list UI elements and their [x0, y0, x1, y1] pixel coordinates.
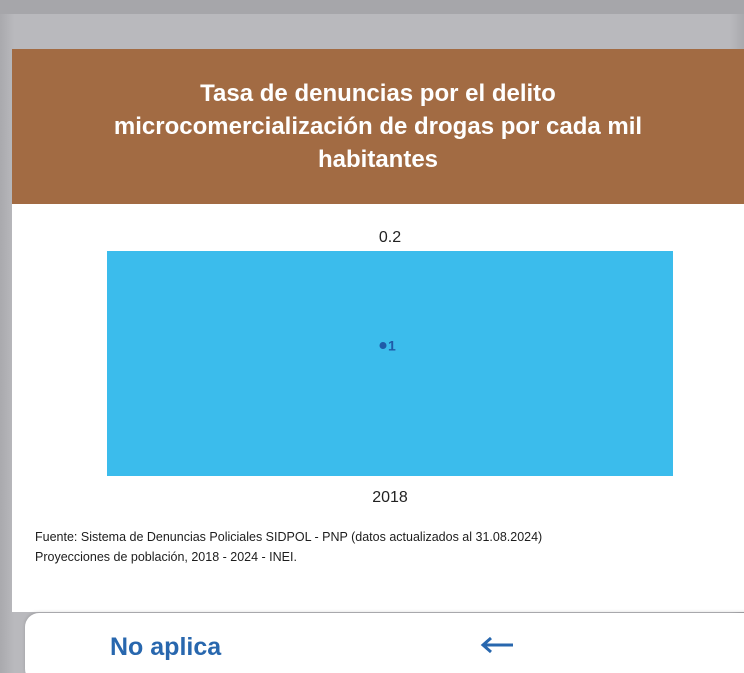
bar-chart-svg: 0.2 2018 1	[107, 229, 673, 506]
card-title: Tasa de denuncias por el delito microcom…	[114, 77, 642, 176]
card-title-line-2: microcomercialización de drogas por cada…	[113, 113, 643, 140]
source-line-1: Fuente: Sistema de Denuncias Policiales …	[35, 530, 543, 544]
bar-marker-label: 1	[388, 338, 396, 354]
data-label-2018: 0.2	[379, 229, 401, 246]
card-title-line-1: Tasa de denuncias por el delito	[200, 80, 556, 107]
bar-2018	[107, 251, 673, 476]
indicator-card: Tasa de denuncias por el delito microcom…	[12, 49, 744, 612]
no-aplica-label: No aplica	[110, 633, 222, 661]
arrow-left-icon[interactable]	[477, 627, 517, 663]
card-header: Tasa de denuncias por el delito microcom…	[12, 49, 744, 204]
source-line-2: Proyecciones de población, 2018 - 2024 -…	[35, 550, 297, 564]
footer-bar: No aplica	[25, 613, 744, 673]
bar-marker-dot	[379, 342, 387, 349]
bar-chart: 0.2 2018 1	[12, 204, 744, 514]
top-strip	[0, 0, 744, 14]
card-title-line-3: habitantes	[317, 146, 439, 173]
source-note: Fuente: Sistema de Denuncias Policiales …	[12, 527, 744, 567]
x-tick-label-2018: 2018	[372, 489, 408, 506]
